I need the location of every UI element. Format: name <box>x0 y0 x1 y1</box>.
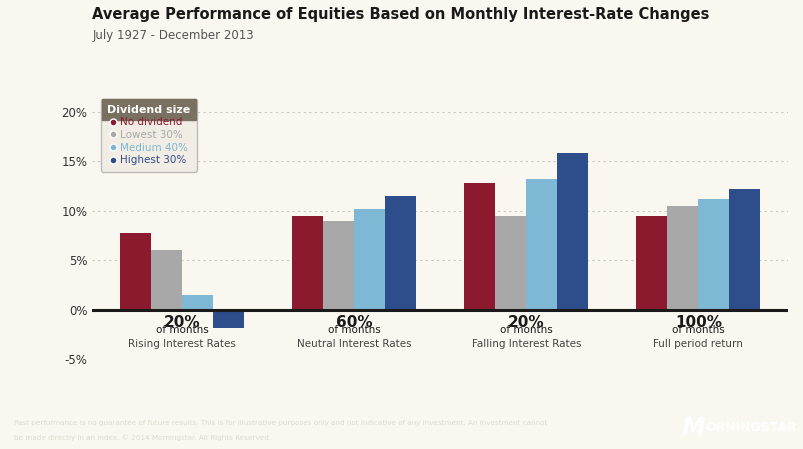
Text: Neutral Interest Rates: Neutral Interest Rates <box>296 339 411 349</box>
Bar <box>323 220 353 310</box>
Bar <box>728 189 760 310</box>
Text: of months: of months <box>156 325 208 335</box>
Bar <box>353 209 385 310</box>
Text: M⁠​ORNINGSTAR: M⁠​ORNINGSTAR <box>679 428 689 429</box>
Text: be made directly in an index. © 2014 Morningstar. All Rights Reserved.: be made directly in an index. © 2014 Mor… <box>14 434 271 441</box>
Text: of months: of months <box>328 325 380 335</box>
Text: of months: of months <box>499 325 552 335</box>
Bar <box>463 183 495 310</box>
Text: 100%: 100% <box>674 315 721 330</box>
Text: 60%: 60% <box>336 315 372 330</box>
Bar <box>213 310 243 327</box>
Text: Average Performance of Equities Based on Monthly Interest-Rate Changes: Average Performance of Equities Based on… <box>92 7 709 22</box>
Text: of months: of months <box>671 325 724 335</box>
Bar <box>556 154 588 310</box>
Text: 20%: 20% <box>507 315 544 330</box>
Bar <box>698 199 728 310</box>
Bar <box>181 295 213 310</box>
Text: Full period return: Full period return <box>653 339 743 349</box>
Bar <box>291 216 323 310</box>
Bar <box>666 206 698 310</box>
Text: Rising Interest Rates: Rising Interest Rates <box>128 339 235 349</box>
Bar <box>526 179 556 310</box>
Text: ORNINGSTAR: ORNINGSTAR <box>704 421 796 434</box>
Text: Falling Interest Rates: Falling Interest Rates <box>471 339 581 349</box>
Bar <box>636 216 666 310</box>
Text: M: M <box>681 415 704 440</box>
Bar <box>385 196 416 310</box>
Bar <box>120 233 151 310</box>
Text: July 1927 - December 2013: July 1927 - December 2013 <box>92 29 254 42</box>
Bar <box>151 251 181 310</box>
Text: Past performance is no guarantee of future results. This is for illustrative pur: Past performance is no guarantee of futu… <box>14 420 547 427</box>
Text: 20%: 20% <box>164 315 200 330</box>
Bar <box>495 216 526 310</box>
Legend: No dividend, Lowest 30%, Medium 40%, Highest 30%: No dividend, Lowest 30%, Medium 40%, Hig… <box>101 99 197 172</box>
